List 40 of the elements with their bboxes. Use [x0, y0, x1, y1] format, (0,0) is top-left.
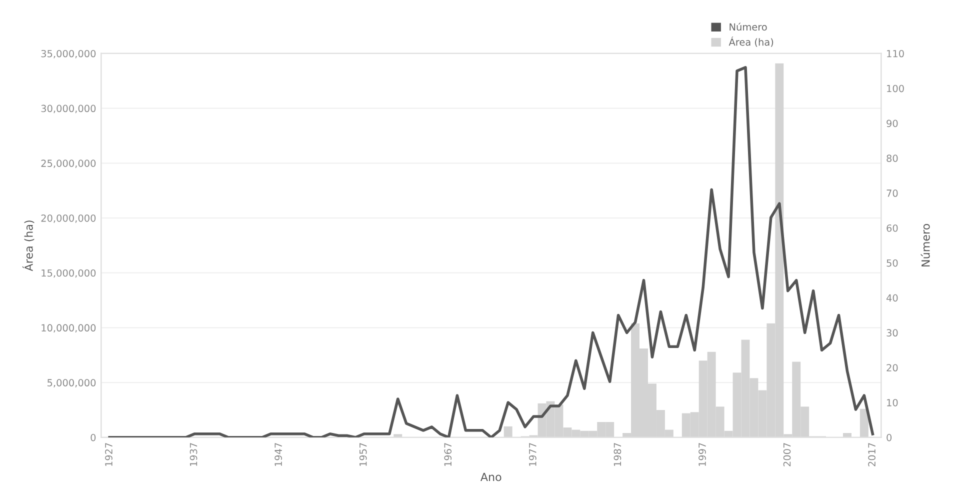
y2-tick-label: 20 — [886, 364, 898, 372]
y2-tick-label: 70 — [886, 190, 898, 197]
y-tick-label: 25,000,000 — [41, 160, 96, 168]
x-tick-label: 1977 — [528, 443, 536, 466]
line-series — [108, 66, 874, 438]
y-tick-label: 10,000,000 — [42, 324, 96, 333]
x-tick-label: 1987 — [614, 443, 622, 466]
y2-tick-label: 90 — [886, 120, 898, 128]
y2-tick-label: 100 — [887, 84, 904, 92]
y2-tick-label: 80 — [886, 154, 898, 162]
y2-tick-label: 60 — [886, 224, 898, 232]
y2-axis-title: Número — [920, 224, 930, 266]
x-tick-label: 2017 — [868, 443, 876, 466]
bar — [842, 433, 852, 438]
y2-tick-label: 110 — [887, 50, 904, 58]
x-tick-label: 1947 — [274, 443, 282, 466]
y2-tick-label: 40 — [886, 294, 898, 302]
legend-label: Área (ha) — [728, 36, 774, 47]
legend-label: Número — [730, 22, 767, 31]
y-tick-label: 30,000,000 — [41, 104, 96, 114]
y2-tick-label: 30 — [886, 329, 898, 337]
x-tick-label: 2007 — [783, 443, 791, 466]
x-tick-label: 1997 — [698, 443, 706, 466]
y2-tick-label: 10 — [887, 398, 898, 406]
y2-tick-label: 50 — [886, 259, 898, 267]
x-tick-label: 1927 — [105, 443, 112, 466]
bar — [504, 426, 512, 438]
y-axis-title: Área (ha) — [22, 220, 34, 272]
bar — [860, 408, 868, 438]
y-tick-label: 20,000,000 — [41, 214, 96, 223]
bar — [394, 434, 402, 438]
y-tick-label: 15,000,000 — [42, 269, 96, 278]
x-tick-label: 1957 — [359, 443, 367, 466]
y-tick-label: 35,000,000 — [41, 50, 96, 58]
y-tick-label: 5,000,000 — [48, 379, 96, 388]
y2-tick-label: 0 — [886, 434, 892, 442]
x-tick-label: 1967 — [444, 443, 452, 466]
y-tick-label: 0 — [90, 434, 96, 442]
x-axis-title: Ano — [480, 472, 502, 482]
x-tick-label: 1937 — [190, 443, 198, 466]
